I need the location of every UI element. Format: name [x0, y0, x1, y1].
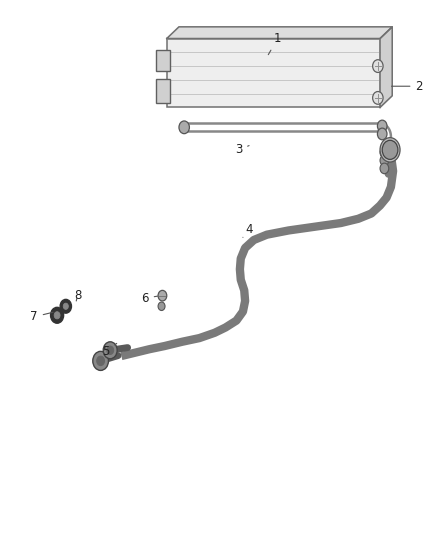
Circle shape: [378, 128, 387, 140]
Circle shape: [107, 346, 114, 354]
Text: 5: 5: [102, 343, 117, 358]
Circle shape: [373, 92, 383, 104]
Circle shape: [378, 120, 387, 132]
Bar: [167, 38, 380, 108]
Circle shape: [50, 308, 64, 323]
Circle shape: [382, 140, 398, 159]
Bar: [156, 79, 170, 103]
Circle shape: [63, 303, 68, 309]
Bar: [156, 50, 170, 71]
Circle shape: [179, 121, 189, 134]
Text: 2: 2: [392, 80, 423, 93]
Circle shape: [103, 342, 117, 359]
Circle shape: [380, 138, 400, 162]
Circle shape: [380, 163, 389, 174]
Polygon shape: [167, 27, 392, 38]
Circle shape: [93, 351, 109, 370]
Circle shape: [380, 155, 389, 166]
Circle shape: [54, 312, 60, 319]
Circle shape: [60, 300, 71, 313]
Circle shape: [380, 147, 389, 158]
Circle shape: [158, 302, 165, 311]
Polygon shape: [380, 27, 392, 108]
Text: 7: 7: [30, 310, 53, 324]
Text: 4: 4: [243, 223, 253, 237]
Circle shape: [373, 60, 383, 72]
Text: 1: 1: [268, 32, 282, 55]
Circle shape: [158, 290, 167, 301]
Text: 8: 8: [74, 289, 81, 302]
Text: 6: 6: [141, 292, 158, 305]
Circle shape: [97, 356, 105, 366]
Text: 3: 3: [235, 143, 249, 156]
